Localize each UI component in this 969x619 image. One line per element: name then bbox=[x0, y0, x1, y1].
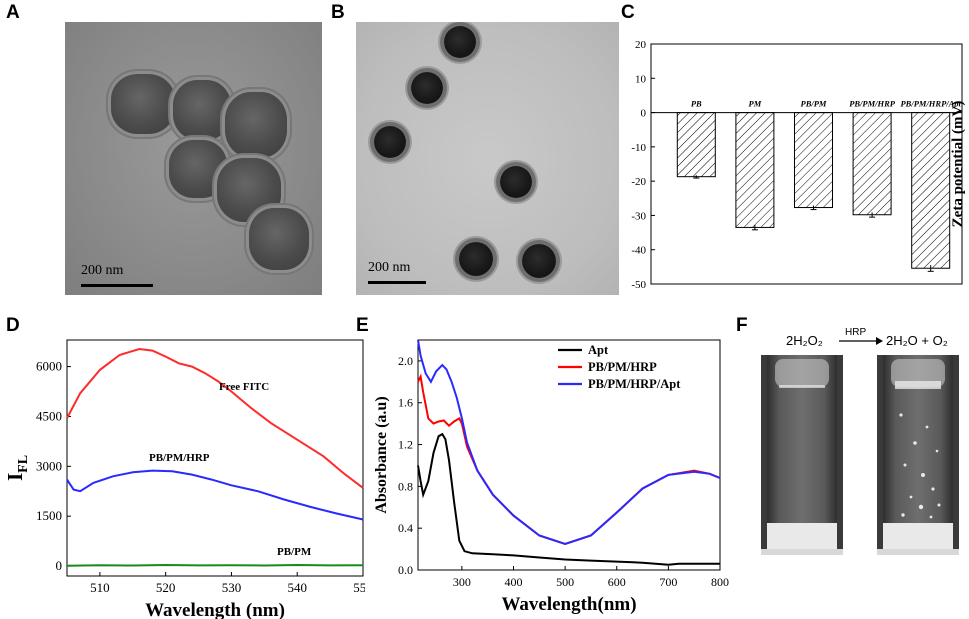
nanocube bbox=[225, 92, 287, 158]
x-tick-label: 400 bbox=[505, 575, 523, 589]
nanosphere bbox=[500, 166, 532, 198]
y-tick-label: 20 bbox=[635, 39, 647, 51]
bar bbox=[735, 112, 775, 228]
bar bbox=[676, 112, 716, 178]
legend-label: PB/PM/HRP/Apt bbox=[588, 377, 681, 391]
panel-label-f: F bbox=[736, 315, 748, 336]
cuvette-photo-before bbox=[761, 355, 843, 555]
panel-label-c: C bbox=[621, 2, 635, 23]
y-tick-label: 0.8 bbox=[398, 479, 413, 493]
x-tick-label: 600 bbox=[608, 575, 626, 589]
y-tick-label: 0.4 bbox=[398, 521, 413, 535]
category-label: PM bbox=[749, 99, 762, 109]
x-tick-label: 800 bbox=[711, 575, 729, 589]
nanosphere bbox=[459, 242, 493, 276]
y-tick-label: -30 bbox=[631, 210, 646, 222]
reaction-reactant: 2H₂O₂ bbox=[786, 333, 823, 348]
tem-image-b: 200 nm bbox=[356, 22, 619, 295]
reaction-products: 2H₂O + O₂ bbox=[886, 333, 948, 348]
bar bbox=[794, 112, 833, 209]
x-tick-label: 500 bbox=[556, 575, 574, 589]
y-tick-label: 1.6 bbox=[398, 396, 413, 410]
tem-image-a: 200 nm bbox=[65, 22, 322, 295]
y-tick-label: 4500 bbox=[36, 408, 62, 423]
y-tick-label: -20 bbox=[631, 176, 646, 188]
series-line bbox=[66, 469, 364, 521]
legend-label: Apt bbox=[588, 343, 609, 357]
nanocube bbox=[111, 74, 175, 134]
plot-frame bbox=[417, 339, 721, 571]
nanosphere bbox=[374, 126, 406, 158]
y-tick-label: -40 bbox=[631, 245, 646, 257]
x-tick-label: 510 bbox=[90, 580, 110, 595]
y-tick-label: 10 bbox=[635, 73, 647, 85]
x-tick-label: 300 bbox=[453, 575, 471, 589]
series-line bbox=[66, 563, 364, 567]
cuvette-photo-after bbox=[877, 355, 959, 555]
series-line bbox=[417, 373, 721, 545]
category-label: PB bbox=[691, 99, 702, 109]
bar bbox=[852, 112, 892, 216]
series-label: PB/PM bbox=[277, 546, 312, 558]
reaction-catalyst: HRP bbox=[845, 327, 867, 338]
x-tick-label: 540 bbox=[287, 580, 307, 595]
x-tick-label: 550 bbox=[353, 580, 365, 595]
panel-label-a: A bbox=[6, 2, 20, 23]
series-label: PB/PM/HRP bbox=[149, 452, 210, 464]
panel-label-e: E bbox=[356, 315, 369, 336]
category-label: PB/PM/HRP/Apt bbox=[900, 99, 961, 109]
absorbance-line-chart: 300 400 500 600 700 800 0.0 0.4 0.8 1.2 1.6 2.0 Wave… bbox=[373, 339, 729, 615]
scale-bar-label-b: 200 nm bbox=[368, 260, 411, 275]
y-tick-label: 1.2 bbox=[398, 438, 413, 452]
series-line bbox=[417, 339, 721, 545]
y-tick-label: 0.0 bbox=[398, 563, 413, 577]
scale-bar-a bbox=[81, 284, 153, 287]
y-axis-label: Zeta potential (mV) bbox=[950, 101, 965, 228]
y-tick-label: 6000 bbox=[36, 359, 62, 374]
y-tick-label: -10 bbox=[631, 142, 646, 154]
y-tick-label: 3000 bbox=[36, 458, 62, 473]
scale-bar-b bbox=[368, 281, 426, 284]
series-line bbox=[417, 432, 720, 566]
nanosphere bbox=[444, 26, 476, 58]
x-tick-label: 530 bbox=[222, 580, 242, 595]
legend-label: PB/PM/HRP bbox=[588, 360, 657, 374]
nanosphere bbox=[411, 72, 443, 104]
series-line bbox=[66, 347, 364, 489]
panel-label-d: D bbox=[6, 315, 20, 336]
plot-frame bbox=[650, 43, 963, 285]
x-axis-label: Wavelength (nm) bbox=[145, 600, 285, 619]
bar bbox=[911, 112, 951, 269]
category-label: PB/PM/HRP bbox=[849, 99, 896, 109]
y-tick-label: 0 bbox=[56, 558, 63, 573]
category-label: PB/PM bbox=[801, 99, 827, 109]
nanocube bbox=[173, 80, 231, 140]
x-tick-label: 520 bbox=[156, 580, 176, 595]
y-tick-label: -50 bbox=[631, 279, 646, 291]
x-axis-label: Wavelength(nm) bbox=[501, 594, 636, 615]
y-tick-label: 2.0 bbox=[398, 354, 413, 368]
plot-frame bbox=[66, 339, 364, 577]
scale-bar-label-a: 200 nm bbox=[81, 263, 124, 278]
y-axis-label: IFL bbox=[3, 455, 31, 481]
reaction-arrow-icon bbox=[839, 337, 883, 345]
y-tick-label: 0 bbox=[641, 108, 647, 120]
fluorescence-line-chart: 510 520 530 540 550 0 1500 3000 4500 6000 Waveleng… bbox=[3, 339, 365, 619]
nanosphere bbox=[522, 244, 556, 278]
y-axis-label: Absorbance (a.u) bbox=[373, 396, 390, 513]
nanocube bbox=[249, 208, 309, 270]
x-tick-label: 700 bbox=[659, 575, 677, 589]
panel-label-b: B bbox=[331, 2, 345, 23]
y-tick-label: 1500 bbox=[36, 508, 62, 523]
series-label: Free FITC bbox=[219, 381, 269, 393]
